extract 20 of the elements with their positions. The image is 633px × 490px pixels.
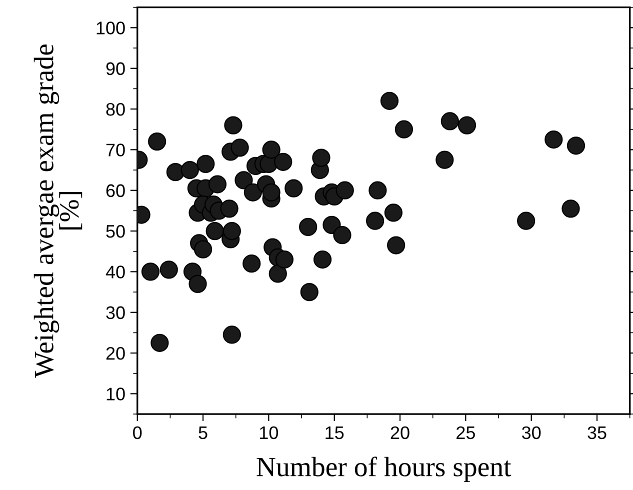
y-tick-label: 70 (106, 144, 125, 156)
y-tick-label: 60 (106, 184, 125, 198)
y-tick-label: 40 (106, 266, 125, 278)
y-tick-label: 90 (106, 62, 125, 76)
y-tick-label: 10 (106, 388, 125, 400)
x-tick-label: 20 (390, 426, 410, 440)
x-tick-label: 30 (522, 426, 541, 440)
x-tick-label: 0 (133, 426, 142, 440)
x-tick-label: 10 (260, 426, 278, 440)
y-tick-label: 80 (106, 102, 125, 116)
x-tick-label: 15 (326, 426, 344, 440)
y-tick-label: 20 (106, 346, 125, 360)
y-tick-label: 50 (106, 224, 125, 238)
x-tick-label: 35 (588, 426, 606, 440)
y-tick-label: 100 (96, 22, 125, 34)
x-tick-label: 25 (456, 426, 475, 440)
y-tick-label: 30 (106, 306, 125, 320)
x-tick-label: 5 (198, 426, 208, 440)
x-axis-title: Number of hours spent (256, 456, 512, 482)
y-axis-title: Weighted avergae exam grade [%] (34, 44, 82, 378)
